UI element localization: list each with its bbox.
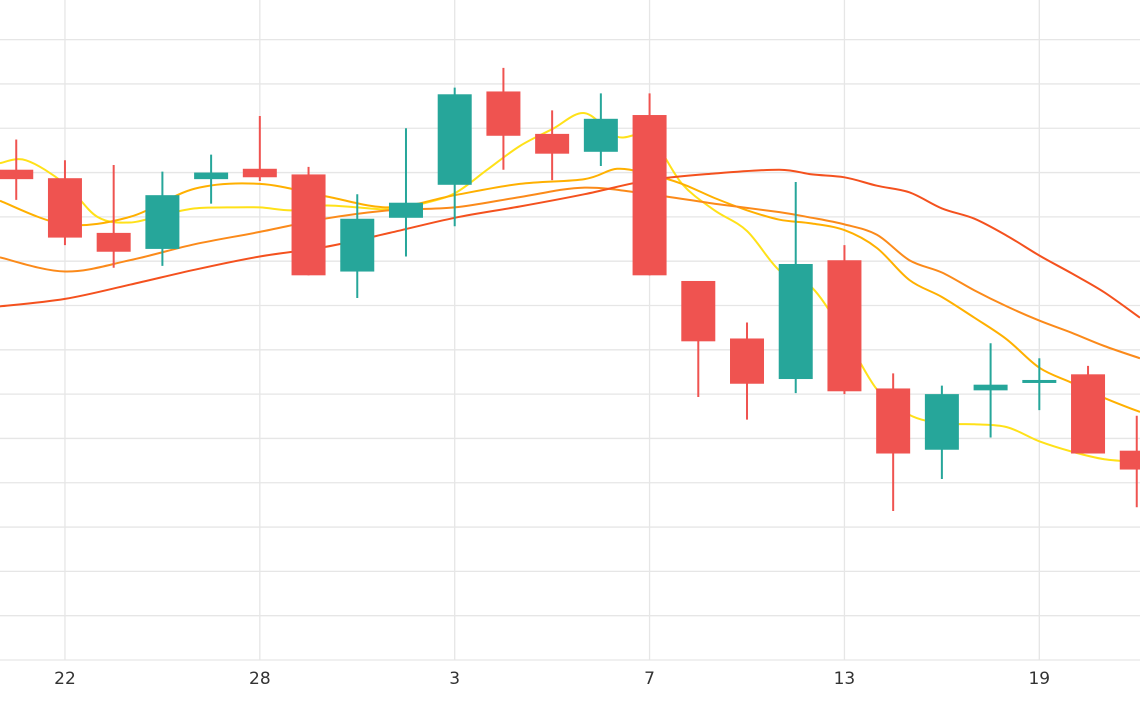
candle-up xyxy=(437,87,472,227)
candle-up xyxy=(778,181,813,394)
x-tick-label: 19 xyxy=(1028,669,1050,689)
x-tick-label: 22 xyxy=(54,669,76,689)
x-tick-label: 28 xyxy=(249,669,271,689)
vertical-gridlines xyxy=(64,0,1040,660)
ma_20-line xyxy=(0,186,1140,360)
candle-body xyxy=(194,172,229,180)
candle-body xyxy=(1071,374,1106,454)
x-tick-label: 7 xyxy=(644,669,655,689)
candle-up xyxy=(583,93,618,166)
candle-down xyxy=(730,322,765,420)
candle-down xyxy=(242,115,277,182)
candle-up xyxy=(973,343,1008,438)
ma_10-line xyxy=(0,167,1140,413)
candle-body xyxy=(242,168,277,178)
candle-body xyxy=(388,202,423,218)
candle-body xyxy=(1022,379,1057,383)
candle-body xyxy=(681,280,716,342)
candle-body xyxy=(730,338,765,384)
candle-down xyxy=(47,160,82,246)
candle-up xyxy=(194,154,229,204)
candle-down xyxy=(0,139,34,200)
candle-down xyxy=(876,373,911,512)
candle-down xyxy=(96,165,131,268)
candle-up xyxy=(145,171,180,266)
candle-up xyxy=(1022,358,1057,411)
candle-body xyxy=(924,394,959,450)
candle-body xyxy=(486,91,521,136)
candle-body xyxy=(778,264,813,380)
moving-average-lines xyxy=(0,112,1140,463)
candle-up xyxy=(388,128,423,257)
candle-body xyxy=(437,94,472,185)
candle-up xyxy=(924,385,959,479)
candle-body xyxy=(1119,450,1140,470)
candle-down xyxy=(1119,415,1140,508)
candle-body xyxy=(973,384,1008,391)
candle-up xyxy=(340,194,375,298)
candle-down xyxy=(681,280,716,397)
candle-body xyxy=(291,174,326,276)
candle-body xyxy=(827,260,862,392)
candle-body xyxy=(632,115,667,276)
candle-down xyxy=(535,110,570,181)
candle-down xyxy=(1071,365,1106,454)
candle-down xyxy=(291,166,326,276)
candle-body xyxy=(96,232,131,252)
candle-down xyxy=(632,93,667,276)
candle-body xyxy=(535,133,570,154)
horizontal-gridlines xyxy=(0,38,1140,661)
candle-body xyxy=(47,178,82,238)
candle-down xyxy=(486,67,521,170)
candle-body xyxy=(340,218,375,272)
candle-body xyxy=(583,118,618,152)
ma_30-line xyxy=(0,168,1140,319)
x-tick-label: 13 xyxy=(834,669,856,689)
candle-body xyxy=(145,195,180,249)
candle-body xyxy=(0,169,34,180)
candle-down xyxy=(827,245,862,395)
x-axis: 22 28 3 7 13 19 xyxy=(54,669,1050,689)
x-tick-label: 3 xyxy=(449,669,460,689)
candles xyxy=(0,67,1140,512)
candle-body xyxy=(876,388,911,454)
